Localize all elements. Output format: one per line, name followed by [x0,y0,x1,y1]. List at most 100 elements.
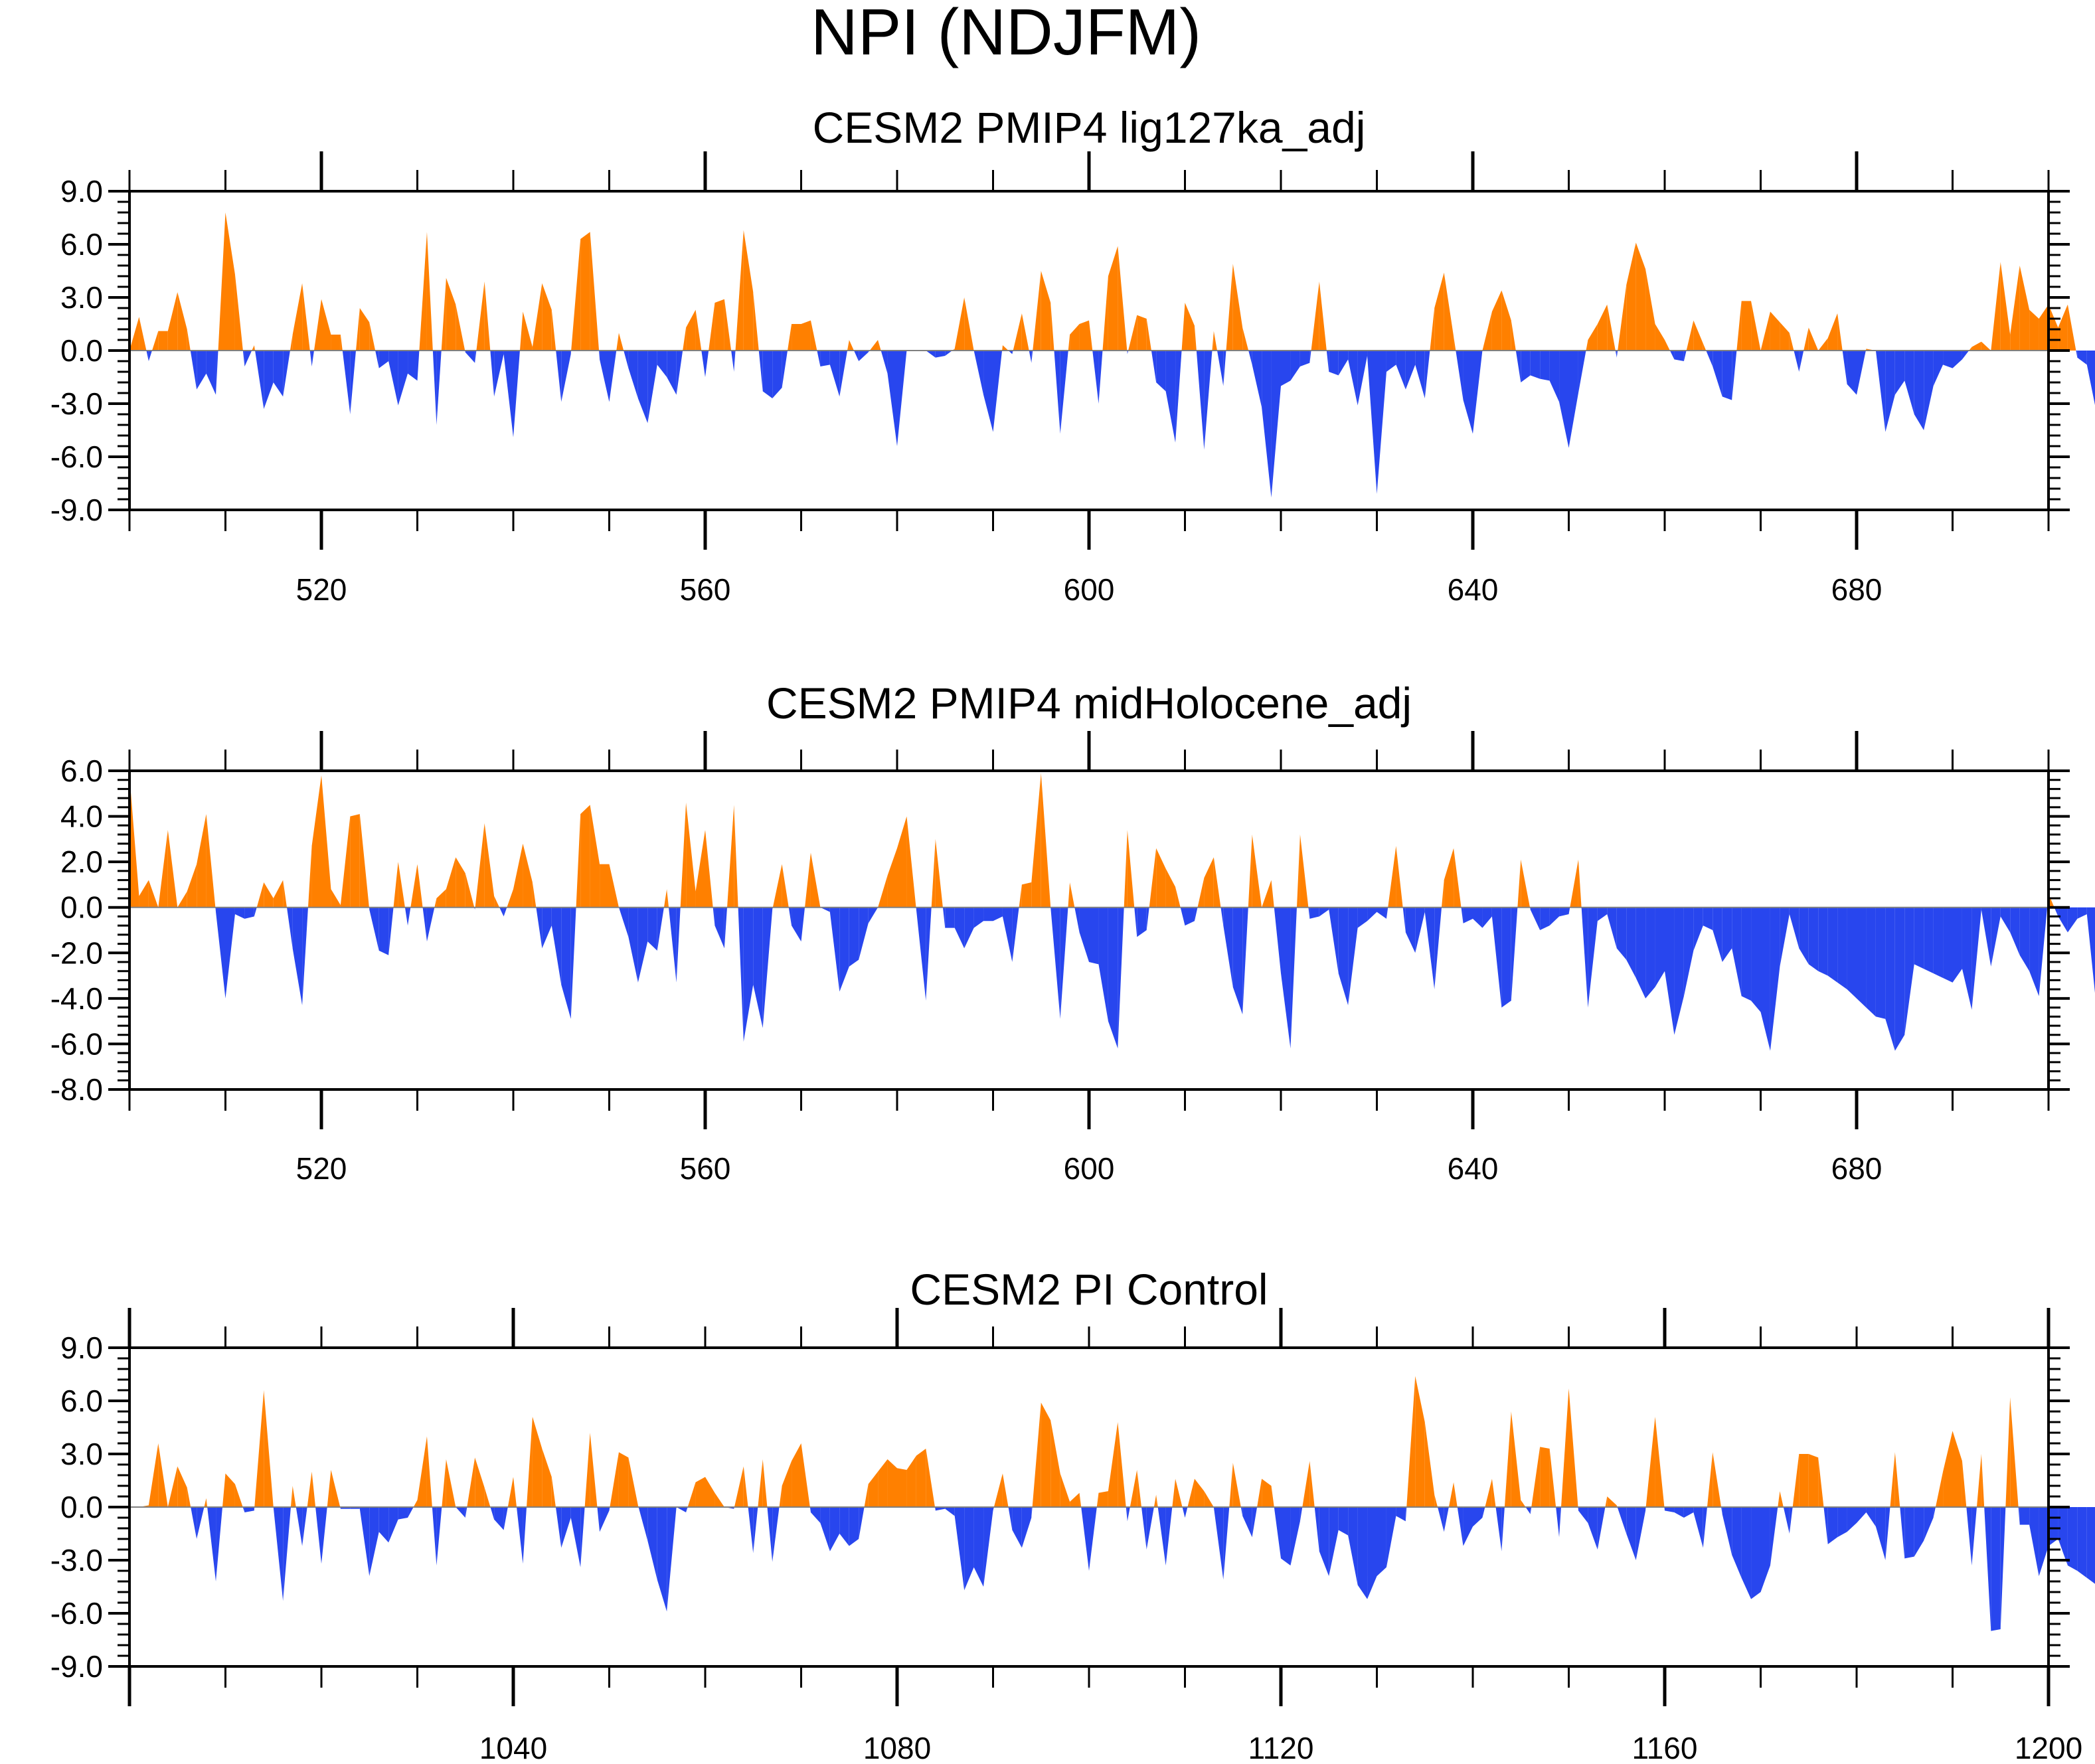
data-segment [1050,1420,1060,1507]
data-segment [1615,351,1617,358]
data-segment [1780,907,1790,967]
data-segment [309,351,312,366]
data-segment [410,864,418,908]
data-segment [849,907,859,967]
data-segment [1281,907,1291,1049]
data-segment [494,1507,504,1530]
data-segment [1933,907,1944,978]
data-segment [2067,304,2076,351]
data-segment [256,882,264,908]
data-segment [935,839,943,908]
data-segment [1722,907,1732,962]
chart-panel-midholocene: CESM2 PMIP4 midHolocene_adj 6.0 4.0 2.0 0.0 -… [50,679,2095,1186]
data-segment [983,1507,993,1587]
data-segment [1664,1507,1665,1511]
data-segment [1338,907,1349,1006]
y-tick-label: 9.0 [60,1330,103,1365]
data-segment [1885,351,1895,432]
data-segment [1326,351,1329,372]
data-segment [519,311,523,351]
data-segment [1808,1454,1819,1507]
data-segment [570,1507,581,1567]
data-segment [1971,1507,1977,1565]
data-segment [772,1507,780,1562]
data-segment [695,309,702,351]
data-segment [1952,1431,1962,1507]
data-segment [446,1459,456,1507]
data-segment [1521,859,1531,908]
data-segment [490,1507,495,1520]
data-segment [1197,878,1205,908]
y-tick-label: -3.0 [50,1543,103,1577]
data-segment [225,1473,235,1507]
data-segment [1204,351,1213,450]
data-segment [1962,1461,1967,1507]
data-segment [1578,1507,1588,1523]
data-segment [1128,315,1137,351]
data-segment [647,351,657,424]
data-segment [628,351,638,398]
data-segment [532,882,537,908]
data-segment [1885,907,1895,1051]
data-segment [868,907,879,923]
data-segment [1220,907,1224,926]
data-segment [1329,907,1339,974]
data-segment [2077,907,2087,919]
data-segment [1581,907,1588,1008]
data-segment [753,292,759,351]
data-segment [1444,272,1454,351]
data-segment [290,335,293,351]
data-segment [676,351,683,395]
data-segment [207,1507,216,1581]
data-segment [1655,1417,1665,1507]
data-segment [1568,1388,1578,1507]
data-segment [1050,907,1060,1019]
data-segment [283,351,290,397]
data-segment [225,212,235,351]
data-segment [743,1466,748,1507]
data-segment [695,830,705,908]
data-segment [1002,345,1009,351]
data-segment [436,889,446,908]
data-segment [426,232,433,351]
data-segment [2058,907,2068,933]
data-segment [1540,907,1550,930]
data-segment [242,351,245,366]
data-segment [712,907,715,926]
data-segment [177,891,187,908]
data-segment [1969,347,1972,351]
data-segment [657,907,664,951]
data-segment [1396,1507,1406,1522]
data-segment [1338,1507,1349,1536]
data-segment [2019,907,2030,971]
data-segment [724,299,732,351]
data-segment [315,1507,321,1564]
data-segment [1904,1507,1914,1559]
data-segment [290,1486,293,1507]
data-segment [1635,907,1646,999]
data-segment [1837,1507,1847,1538]
data-segment [513,1477,517,1507]
data-segment [1799,907,1809,965]
data-segment [369,322,376,351]
data-segment [1068,882,1070,908]
data-segment [503,907,507,917]
data-segment [738,907,744,1042]
data-segment [1194,1479,1205,1507]
data-segment [1248,835,1252,908]
data-segment [1348,907,1358,1006]
data-segment [1185,303,1195,351]
data-segment [1827,1507,1838,1544]
data-segment [1966,1507,1972,1565]
data-segment [1232,907,1243,1014]
data-segment [1721,1507,1722,1514]
data-segment [1290,1507,1300,1565]
data-segment [859,1507,865,1539]
data-segment [2000,907,2011,933]
data-segment [283,1507,291,1601]
data-segment [1165,868,1176,908]
data-segment [1262,880,1272,908]
data-segment [1501,290,1511,351]
data-segment [701,351,705,377]
